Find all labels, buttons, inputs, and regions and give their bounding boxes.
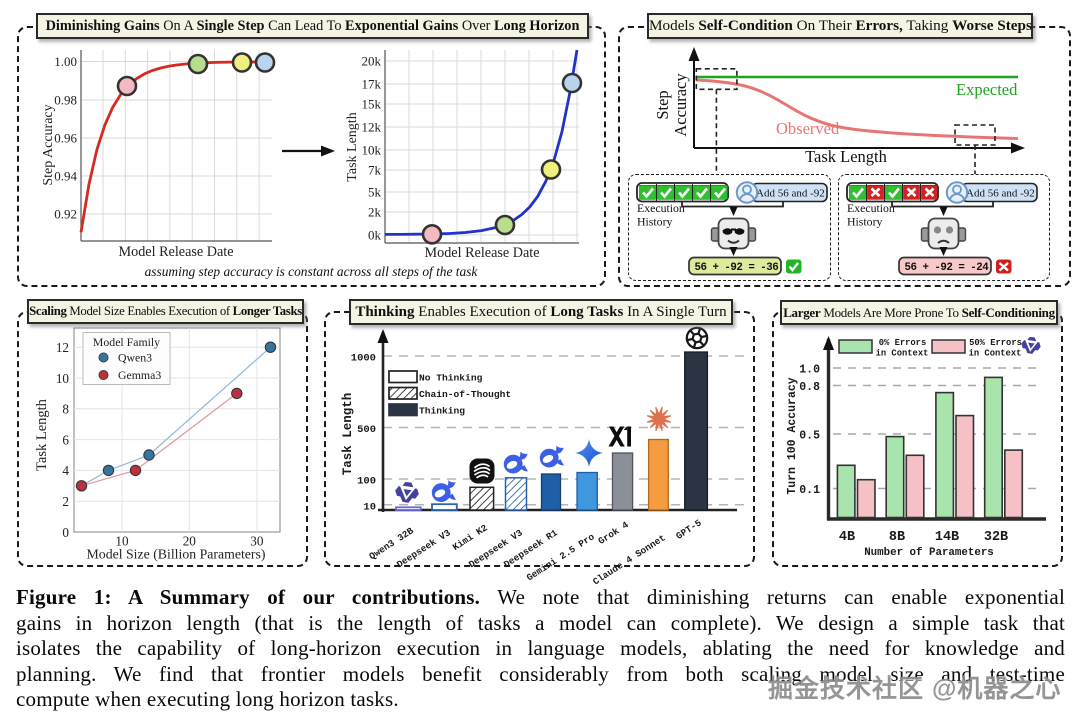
svg-text:17k: 17k (362, 77, 382, 92)
svg-text:2k: 2k (368, 205, 382, 220)
svg-text:12: 12 (56, 340, 69, 355)
svg-text:32B: 32B (984, 530, 1008, 545)
svg-text:Task Length: Task Length (34, 398, 50, 471)
svg-text:0.5: 0.5 (799, 430, 820, 443)
svg-text:Add 56 and -92: Add 56 and -92 (966, 188, 1035, 200)
svg-text:in Context: in Context (969, 349, 1022, 359)
svg-text:Model Size (Billion Parameters: Model Size (Billion Parameters) (87, 547, 266, 563)
svg-text:Execution: Execution (637, 201, 685, 215)
svg-text:30: 30 (250, 534, 264, 549)
svg-text:Expected: Expected (956, 80, 1018, 99)
svg-text:Observed: Observed (776, 119, 840, 138)
svg-text:10: 10 (115, 534, 129, 549)
svg-text:12k: 12k (362, 120, 382, 135)
svg-text:0.92: 0.92 (54, 207, 77, 222)
svg-text:Turn 100 Accuracy: Turn 100 Accuracy (786, 377, 799, 494)
svg-text:56 + -92 = -36: 56 + -92 = -36 (695, 262, 779, 274)
svg-text:15k: 15k (362, 97, 382, 112)
svg-text:0.98: 0.98 (54, 93, 77, 108)
svg-text:No Thinking: No Thinking (419, 373, 483, 384)
svg-text:0k: 0k (368, 228, 382, 243)
svg-text:History: History (847, 215, 882, 229)
svg-text:assuming step accuracy is cons: assuming step accuracy is constant acros… (145, 264, 479, 279)
svg-text:20: 20 (183, 534, 197, 549)
svg-text:6: 6 (62, 432, 69, 447)
svg-text:1000: 1000 (351, 353, 376, 365)
svg-text:GPT-5: GPT-5 (674, 517, 704, 542)
svg-text:14B: 14B (935, 530, 959, 545)
svg-text:Step: Step (653, 90, 672, 119)
svg-text:Task Length: Task Length (341, 393, 355, 476)
svg-text:100: 100 (357, 476, 376, 488)
svg-text:Kimi K2: Kimi K2 (451, 522, 490, 553)
svg-text:Accuracy: Accuracy (671, 73, 690, 137)
svg-text:1.0: 1.0 (799, 364, 820, 377)
svg-text:Add 56 and -92: Add 56 and -92 (756, 188, 825, 200)
svg-text:4B: 4B (839, 530, 855, 545)
svg-text:Chain-of-Thought: Chain-of-Thought (419, 389, 511, 400)
svg-text:Task Length: Task Length (345, 112, 360, 181)
svg-text:History: History (637, 215, 672, 229)
svg-text:56 + -92 = -24: 56 + -92 = -24 (905, 262, 990, 274)
svg-text:Gemma3: Gemma3 (118, 368, 161, 382)
svg-text:20k: 20k (362, 54, 382, 69)
svg-text:Thinking: Thinking (419, 406, 465, 417)
svg-text:Model Release Date: Model Release Date (118, 244, 233, 260)
svg-text:Number of Parameters: Number of Parameters (864, 547, 994, 559)
svg-text:8B: 8B (889, 530, 905, 545)
svg-text:10k: 10k (362, 143, 382, 158)
svg-text:0.8: 0.8 (799, 381, 820, 394)
svg-text:50% Errors: 50% Errors (969, 338, 1022, 348)
svg-text:1.00: 1.00 (54, 54, 77, 69)
svg-text:Model Family: Model Family (93, 335, 160, 349)
svg-text:0.1: 0.1 (799, 484, 820, 497)
svg-text:8: 8 (62, 402, 69, 417)
svg-text:Grok 4: Grok 4 (596, 519, 631, 547)
svg-text:0: 0 (62, 525, 69, 540)
svg-text:Model Release Date: Model Release Date (424, 245, 539, 261)
svg-text:500: 500 (357, 424, 376, 436)
svg-text:Step Accuracy: Step Accuracy (41, 104, 56, 185)
svg-text:Qwen3: Qwen3 (118, 351, 152, 365)
svg-text:Execution: Execution (847, 201, 895, 215)
svg-text:7k: 7k (368, 163, 382, 178)
svg-text:Task Length: Task Length (805, 147, 888, 166)
svg-text:0.96: 0.96 (54, 131, 77, 146)
svg-text:10: 10 (363, 501, 376, 513)
svg-text:2: 2 (62, 494, 69, 509)
svg-text:4: 4 (62, 463, 69, 478)
svg-text:0% Errors: 0% Errors (879, 338, 927, 348)
svg-text:5k: 5k (368, 185, 382, 200)
svg-text:in Context: in Context (876, 349, 929, 359)
svg-text:10: 10 (56, 371, 70, 386)
svg-text:0.94: 0.94 (54, 169, 77, 184)
